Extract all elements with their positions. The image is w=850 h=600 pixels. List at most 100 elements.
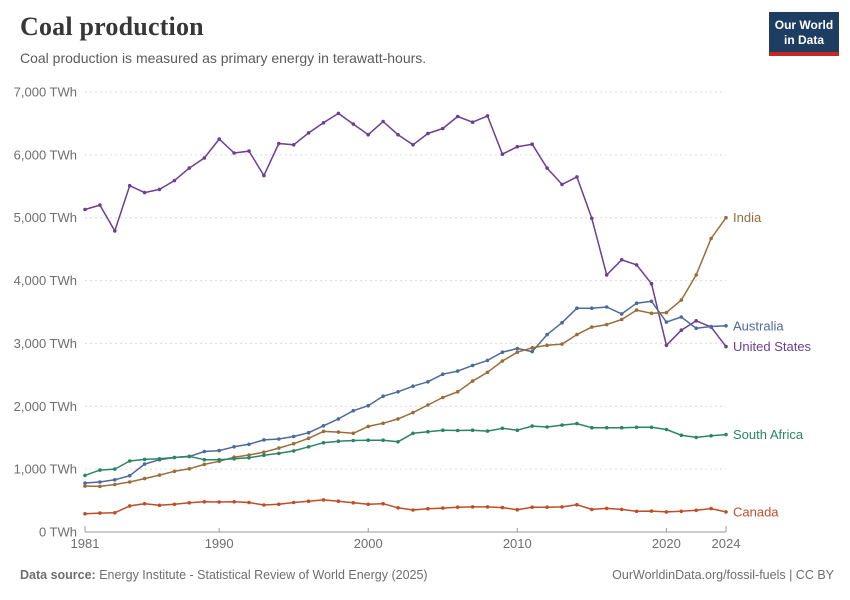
series-point-south-africa <box>411 431 415 436</box>
series-point-united-states <box>187 166 192 170</box>
series-point-india <box>127 480 132 484</box>
series-point-australia <box>709 324 713 329</box>
series-point-india <box>470 379 475 383</box>
series-point-united-states <box>98 203 102 207</box>
series-point-canada <box>187 501 192 505</box>
series-line-united-states[interactable] <box>84 112 727 348</box>
series-point-south-africa <box>247 456 251 460</box>
series-point-india <box>411 410 415 415</box>
series-point-india <box>530 346 534 350</box>
x-axis-tick-label: 1990 <box>205 536 234 551</box>
series-point-india <box>560 342 564 346</box>
owid-link[interactable]: OurWorldinData.org/fossil-fuels | CC BY <box>612 568 834 582</box>
series-point-india <box>455 390 460 394</box>
series-point-united-states <box>604 273 609 277</box>
series-point-australia <box>142 462 147 466</box>
series-point-united-states <box>649 281 654 286</box>
series-point-united-states <box>560 182 564 187</box>
series-point-australia <box>366 403 371 408</box>
series-point-australia <box>277 437 281 441</box>
series-point-united-states <box>694 319 698 323</box>
series-point-canada <box>709 506 713 511</box>
series-point-australia <box>336 417 341 421</box>
series-point-canada <box>202 500 207 504</box>
series-point-south-africa <box>187 454 192 459</box>
series-point-australia <box>545 332 549 337</box>
data-source-label: Data source: <box>20 568 96 582</box>
series-point-india <box>679 298 684 302</box>
series-point-united-states <box>277 141 281 146</box>
series-point-south-africa <box>113 467 117 471</box>
x-axis-tick-label: 2020 <box>652 536 681 551</box>
series-point-south-africa <box>98 468 102 472</box>
series-point-australia <box>515 346 520 351</box>
series-point-india <box>351 431 356 436</box>
page-title: Coal production <box>20 12 204 41</box>
series-point-united-states <box>291 143 296 147</box>
series-point-south-africa <box>679 433 684 438</box>
series-point-united-states <box>441 126 445 131</box>
series-point-united-states <box>455 114 460 119</box>
series-point-united-states <box>336 111 341 116</box>
series-label-india[interactable]: India <box>733 210 762 225</box>
series-label-south-africa[interactable]: South Africa <box>733 427 804 442</box>
series-point-south-africa <box>291 449 296 453</box>
series-point-united-states <box>426 131 430 136</box>
series-point-india <box>247 453 251 457</box>
series-label-australia[interactable]: Australia <box>733 318 784 333</box>
series-point-south-africa <box>157 457 162 461</box>
data-source-text: Energy Institute - Statistical Review of… <box>95 568 428 582</box>
series-point-canada <box>277 502 281 507</box>
series-point-south-africa <box>381 438 385 443</box>
series-point-canada <box>530 505 534 510</box>
series-line-india[interactable] <box>84 216 727 488</box>
y-axis-tick-label: 2,000 TWh <box>14 399 77 414</box>
series-point-india <box>306 436 311 441</box>
chart-subtitle: Coal production is measured as primary e… <box>20 50 427 66</box>
series-point-south-africa <box>500 426 505 431</box>
series-point-south-africa <box>455 428 460 433</box>
coal-production-chart-canvas[interactable]: 0 TWh 1,000 TWh 2,000 TWh 3,000 TWh 4,000 TW… <box>0 84 850 566</box>
series-point-india <box>396 417 400 421</box>
series-line-south-africa[interactable] <box>84 422 727 477</box>
series-point-australia <box>485 358 490 363</box>
series-point-canada <box>127 504 132 508</box>
series-point-australia <box>664 320 669 324</box>
series-point-canada <box>232 500 236 504</box>
series-point-south-africa <box>336 439 341 444</box>
series-point-australia <box>441 372 445 377</box>
series-point-south-africa <box>426 429 430 434</box>
series-point-united-states <box>470 120 475 124</box>
series-point-united-states <box>590 216 594 221</box>
series-point-india <box>426 403 430 407</box>
series-point-united-states <box>545 166 549 170</box>
series-point-australia <box>500 350 505 355</box>
series-point-canada <box>336 499 341 504</box>
series-point-australia <box>127 473 132 478</box>
series-point-canada <box>575 502 579 507</box>
series-point-united-states <box>366 132 371 137</box>
series-label-united-states[interactable]: United States <box>733 339 812 354</box>
series-point-canada <box>441 506 445 510</box>
series-point-india <box>187 467 192 471</box>
series-point-india <box>709 236 713 241</box>
series-label-canada[interactable]: Canada <box>733 504 779 519</box>
chart-footer: Data source: Energy Institute - Statisti… <box>20 568 834 582</box>
series-point-india <box>336 430 341 434</box>
series-point-india <box>634 308 639 312</box>
series-line-canada[interactable] <box>84 499 727 515</box>
series-point-india <box>262 450 266 455</box>
series-point-canada <box>113 511 117 515</box>
series-point-australia <box>426 380 430 384</box>
series-point-australia <box>396 390 400 394</box>
series-point-australia <box>679 315 684 319</box>
series-line-australia[interactable] <box>84 300 727 484</box>
y-axis-tick-label: 7,000 TWh <box>14 85 77 100</box>
series-point-india <box>575 332 579 337</box>
x-axis-tick-label: 2010 <box>503 536 532 551</box>
series-point-united-states <box>381 119 385 124</box>
series-point-canada <box>664 510 669 514</box>
line-chart[interactable]: 0 TWh 1,000 TWh 2,000 TWh 3,000 TWh 4,000 TW… <box>0 84 850 566</box>
series-point-united-states <box>232 151 236 155</box>
series-point-south-africa <box>202 457 207 462</box>
